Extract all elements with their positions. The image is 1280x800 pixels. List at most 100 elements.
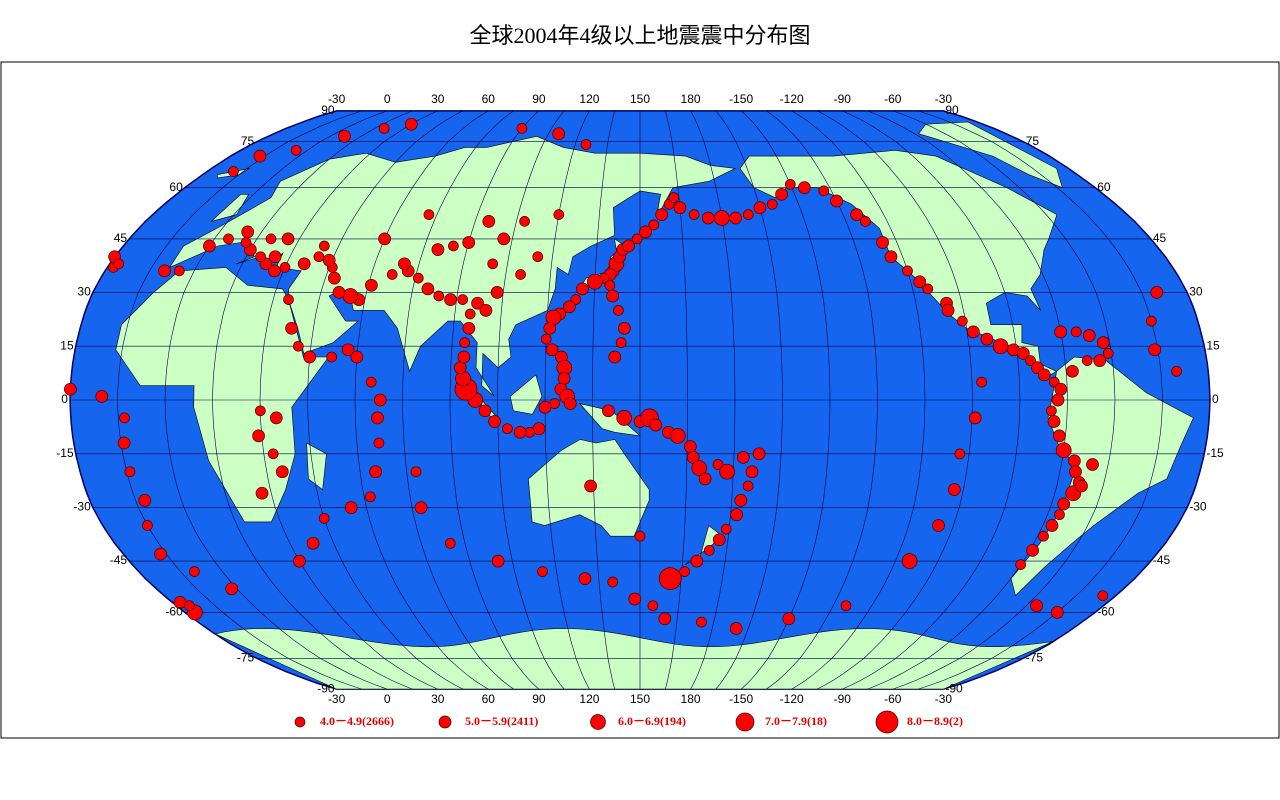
- lon-label-top: -120: [780, 92, 804, 106]
- epicenter: [223, 233, 234, 245]
- epicenter: [658, 612, 672, 626]
- epicenter: [318, 512, 330, 524]
- meridian-grid-line: [842, 110, 1021, 690]
- meridian-grid-line: [449, 110, 540, 690]
- legend-symbol: [438, 715, 452, 729]
- lat-label-right: -15: [1206, 446, 1224, 460]
- meridian-grid-line: [892, 110, 1116, 690]
- legend-symbol: [590, 714, 606, 730]
- epicenter: [1081, 355, 1093, 366]
- epicenter: [1037, 368, 1051, 382]
- epicenter: [479, 304, 493, 317]
- epicenter: [138, 494, 152, 507]
- lon-label-bottom: 180: [681, 692, 701, 706]
- landmass: [509, 374, 543, 415]
- epicenter: [922, 283, 934, 295]
- epicenter: [482, 215, 496, 228]
- meridian: [117, 110, 362, 690]
- epicenter: [830, 194, 843, 208]
- epicenter: [113, 258, 125, 270]
- epicenter: [1054, 382, 1068, 396]
- meridian: [816, 110, 973, 690]
- epicenter: [154, 547, 167, 561]
- epicenter: [142, 520, 153, 531]
- meridian: [592, 110, 615, 690]
- epicenter: [1054, 325, 1067, 339]
- epicenter: [303, 350, 317, 364]
- epicenter: [673, 201, 687, 215]
- epicenter: [602, 404, 615, 418]
- epicenter: [712, 459, 724, 470]
- epicenter: [1047, 415, 1061, 428]
- lon-label-top: 150: [630, 92, 650, 106]
- epicenter: [457, 350, 471, 364]
- lat-label-right: 0: [1212, 392, 1219, 406]
- meridian-grid-line: [164, 110, 388, 690]
- legend-symbol: [294, 716, 306, 728]
- epicenter: [618, 321, 631, 335]
- epicenter: [471, 296, 484, 310]
- epicenter: [647, 600, 659, 612]
- lat-label-left: 15: [60, 338, 74, 352]
- epicenter: [1082, 329, 1096, 342]
- epicenter: [252, 429, 265, 443]
- meridian-grid-line: [791, 110, 926, 690]
- epicenter: [752, 447, 766, 461]
- epicenter: [421, 282, 435, 296]
- epicenter: [537, 566, 548, 577]
- epicenter: [884, 250, 898, 264]
- lon-label-top: 90: [532, 92, 546, 106]
- meridian: [715, 110, 783, 690]
- epicenter: [967, 325, 980, 339]
- epicenter: [1075, 479, 1088, 493]
- epicenter: [228, 166, 239, 177]
- epicenter: [95, 390, 109, 403]
- epicenter: [698, 472, 712, 486]
- epicenter: [240, 237, 252, 248]
- lon-label-bottom: -150: [729, 692, 753, 706]
- epicenter: [491, 554, 505, 568]
- map-title: 全球2004年4级以上地震震中分布图: [469, 23, 810, 48]
- epicenter: [753, 201, 767, 215]
- epicenter: [431, 243, 445, 256]
- lat-label-left: 0: [61, 392, 68, 406]
- epicenter: [341, 343, 355, 357]
- epicenter: [683, 440, 697, 453]
- antarctica: [214, 628, 1054, 690]
- epicenter: [668, 192, 680, 203]
- epicenter: [639, 225, 652, 239]
- epicenter: [203, 239, 216, 253]
- lat-label-right: 75: [1026, 134, 1040, 148]
- epicenter: [1145, 315, 1157, 327]
- epicenter: [1096, 336, 1110, 349]
- epicenter: [658, 567, 682, 590]
- map-frame: [0, 61, 1280, 739]
- epicenter: [1051, 393, 1065, 407]
- epicenter: [253, 149, 267, 163]
- epicenter: [782, 612, 796, 626]
- legend-label: 4.0－4.9(2666): [320, 714, 394, 728]
- lat-label-left: -75: [237, 651, 255, 665]
- meridian-grid-line: [259, 110, 438, 690]
- epicenter: [328, 271, 341, 285]
- epicenter: [532, 251, 544, 263]
- epicenter: [1066, 364, 1079, 378]
- epicenter: [423, 209, 435, 220]
- epicenter: [932, 519, 945, 532]
- epicenter: [584, 479, 597, 493]
- epicenter: [701, 211, 715, 225]
- epicenter: [712, 533, 726, 547]
- epicenter: [1102, 348, 1114, 359]
- lon-label-bottom: -60: [884, 692, 902, 706]
- lat-label-left: 75: [241, 134, 255, 148]
- epicenter: [444, 293, 457, 306]
- epicenter: [318, 240, 330, 252]
- lon-label-bottom: 120: [579, 692, 599, 706]
- meridian: [402, 110, 514, 690]
- epicenter: [1050, 606, 1064, 619]
- epicenter: [365, 376, 377, 388]
- lat-label-left: -90: [317, 681, 335, 695]
- epicenter: [398, 257, 411, 271]
- epicenter: [540, 333, 552, 345]
- epicenter: [488, 415, 501, 428]
